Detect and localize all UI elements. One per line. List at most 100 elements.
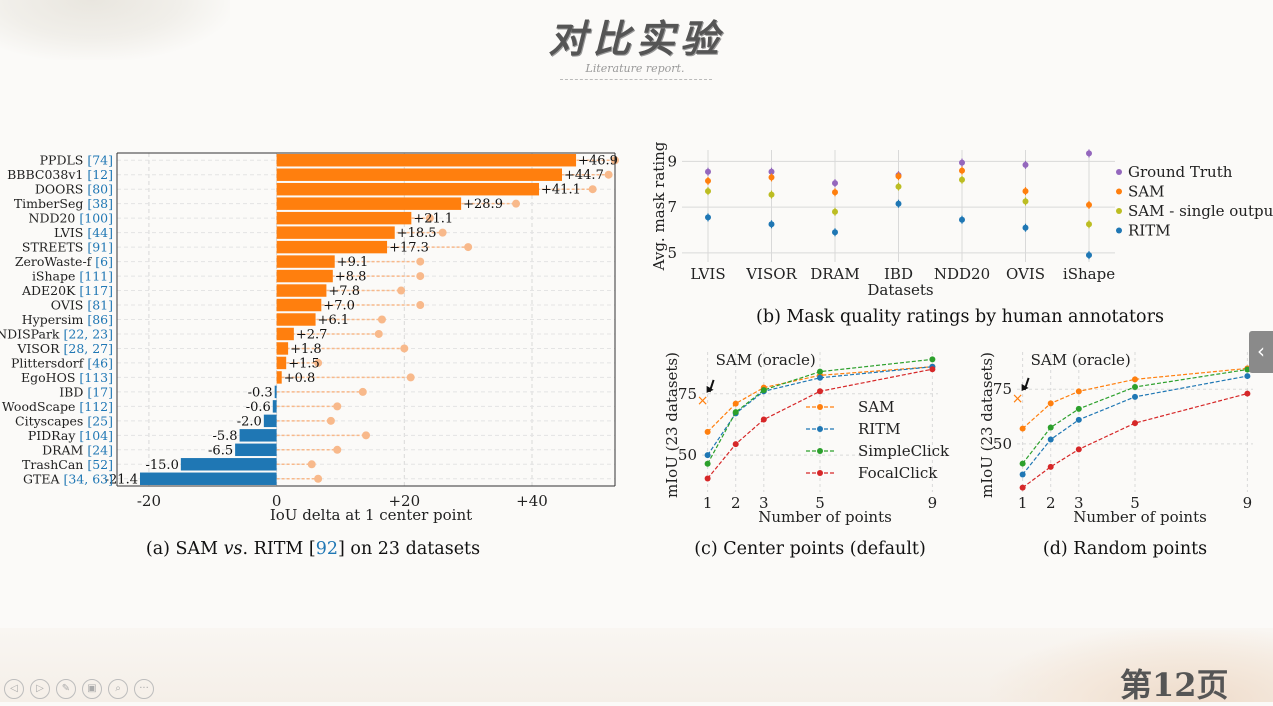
bar — [274, 385, 277, 399]
bar — [263, 414, 277, 428]
x-tick-label: 0 — [272, 492, 282, 510]
x-tick-label: 3 — [759, 494, 769, 512]
bar — [276, 240, 388, 254]
pen-icon[interactable]: ✎ — [56, 679, 76, 699]
legend-label: SAM — [1128, 183, 1164, 201]
category-name: Cityscapes — [15, 413, 87, 428]
x-tick-label: +20 — [388, 492, 420, 510]
category-ref: [111] — [79, 269, 113, 284]
oracle-marker — [374, 329, 383, 338]
data-point — [1022, 188, 1029, 195]
category-name: ZeroWaste-f — [15, 254, 95, 269]
data-point — [704, 460, 711, 467]
bar-value-label: +18.5 — [397, 226, 437, 241]
bar — [235, 443, 277, 457]
data-point — [1132, 376, 1138, 383]
category-ref: [112] — [79, 399, 113, 414]
corner-decoration — [0, 0, 230, 60]
x-tick-label: 1 — [1018, 494, 1028, 512]
category-ref: [22, 23] — [63, 326, 113, 341]
data-point — [704, 452, 711, 459]
caption-part: . RITM [ — [243, 539, 316, 559]
prev-icon[interactable]: ◁ — [4, 679, 24, 699]
bar-value-label: +8.8 — [335, 270, 367, 285]
x-axis-title: Number of points — [1073, 508, 1207, 526]
bar-value-label: -2.0 — [237, 414, 262, 429]
oracle-marker — [406, 373, 415, 382]
x-tick-label: 3 — [1074, 494, 1084, 512]
figure-d: 1 2 3 5 9 50 75 × SAM (oracle) Number of points mI… — [955, 340, 1270, 570]
x-tick-label: iShape — [1063, 265, 1115, 283]
oracle-marker — [314, 474, 323, 483]
data-point — [768, 168, 775, 175]
data-point — [1019, 484, 1026, 491]
caption: (d) Random points — [1043, 539, 1207, 559]
x-tick-label: OVIS — [1006, 265, 1045, 283]
category-label: ZeroWaste-f [6] — [15, 254, 113, 269]
category-label: EgoHOS [113] — [21, 370, 113, 385]
bar-value-label: -15.0 — [146, 458, 179, 473]
category-name: VISOR — [16, 341, 63, 356]
bar — [276, 313, 316, 326]
bar-value-label: +1.5 — [288, 356, 320, 371]
bar — [276, 284, 327, 297]
category-label: TimberSeg [38] — [14, 196, 113, 211]
next-icon[interactable]: ▷ — [30, 679, 50, 699]
oracle-marker — [333, 445, 342, 454]
legend-marker — [817, 404, 823, 410]
category-name: LVIS — [54, 225, 87, 240]
x-tick-label: DRAM — [810, 265, 860, 283]
legend-marker — [817, 426, 823, 432]
y-axis-title: mIoU (23 datasets) — [978, 352, 996, 498]
legend-marker — [817, 470, 823, 476]
x-tick-label: VISOR — [745, 265, 797, 283]
y-tick-label: 50 — [993, 435, 1012, 453]
more-icon[interactable]: ··· — [134, 679, 154, 699]
bar — [276, 371, 282, 384]
category-label: NDD20 [100] — [29, 211, 114, 226]
x-tick-label: LVIS — [690, 265, 725, 283]
data-point — [1047, 463, 1054, 470]
data-point — [959, 167, 965, 174]
oracle-marker — [314, 358, 323, 367]
category-label: VISOR [28, 27] — [16, 341, 113, 356]
collapse-panel-button[interactable]: ‹ — [1249, 331, 1273, 373]
oracle-marker — [416, 272, 425, 281]
data-point — [1022, 161, 1029, 168]
x-tick-label: +40 — [516, 492, 548, 510]
category-label: DOORS [80] — [35, 182, 113, 197]
category-name: Plittersdorf — [11, 355, 87, 370]
legend-label: Ground Truth — [1128, 163, 1233, 181]
bar — [276, 197, 462, 210]
screen-icon[interactable]: ▣ — [82, 679, 102, 699]
category-name: STREETS — [22, 240, 87, 255]
data-point — [832, 229, 838, 236]
legend-marker — [817, 448, 823, 454]
caption-b: (b) Mask quality ratings by human annota… — [756, 307, 1164, 327]
data-point — [1244, 390, 1251, 397]
category-name: EgoHOS — [21, 370, 79, 385]
data-point — [1132, 393, 1138, 400]
y-tick-label: 9 — [667, 152, 677, 170]
data-point — [760, 387, 767, 394]
chart-b-svg: LVIS VISOR DRAM IBD NDD20 OVIS iShape 5 7 9 Datase… — [650, 141, 1273, 327]
category-name: PIDRay — [28, 428, 80, 443]
bar-value-label: +17.3 — [389, 241, 429, 256]
zoom-icon[interactable]: ⌕ — [108, 679, 128, 699]
category-name: iShape — [32, 269, 79, 284]
oracle-marker — [425, 214, 434, 223]
y-tick-label: 5 — [667, 244, 677, 262]
series-line — [707, 358, 933, 465]
data-point — [1047, 424, 1054, 431]
category-ref: [6] — [95, 254, 113, 269]
data-point — [1019, 471, 1026, 478]
bar-value-label: +6.1 — [318, 313, 350, 328]
category-label: OVIS [81] — [51, 298, 113, 313]
data-point — [1019, 460, 1026, 467]
data-point — [832, 180, 838, 187]
data-point — [895, 183, 902, 190]
bar-value-label: +0.8 — [284, 371, 316, 386]
bar — [276, 168, 563, 181]
caption-a: (a) SAM vs. RITM [92] on 23 datasets — [146, 539, 480, 559]
x-tick-label: 2 — [1046, 494, 1056, 512]
